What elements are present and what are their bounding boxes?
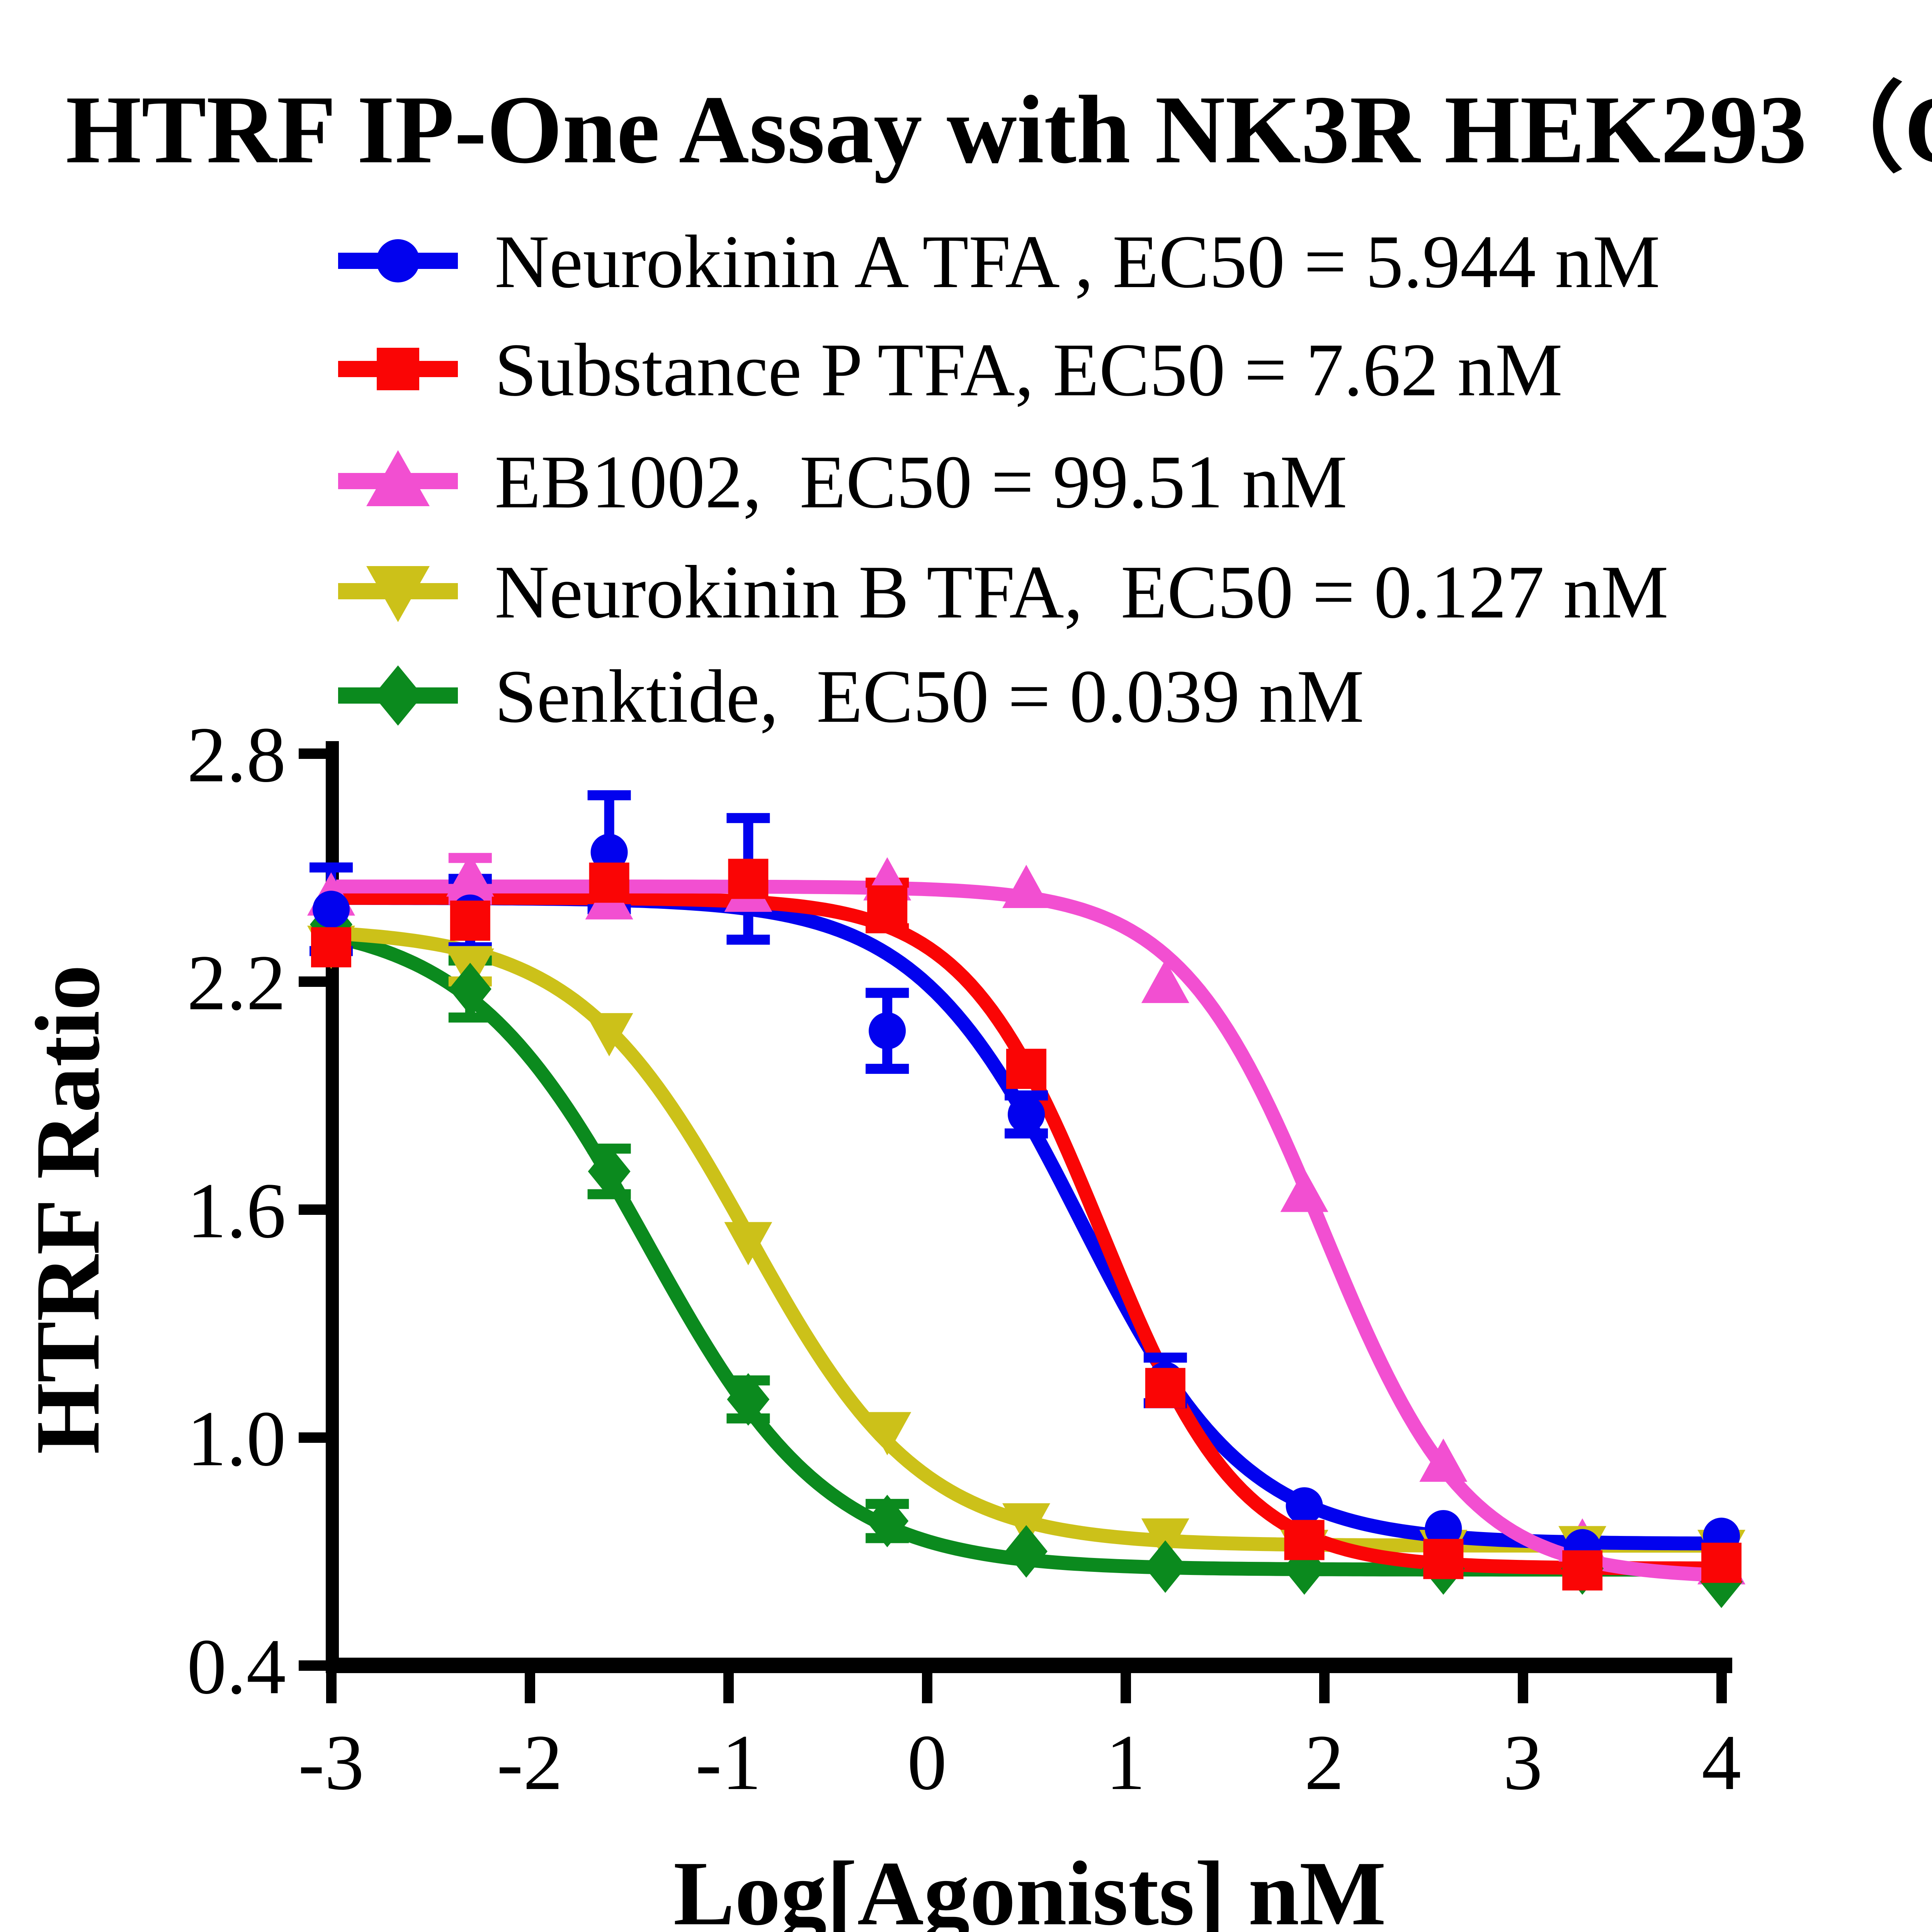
x-axis-line [326,1658,1732,1673]
triangle-down-marker-icon [724,1222,772,1265]
triangle-up-marker-icon [366,450,430,506]
triangle-down-marker-icon [585,1013,633,1056]
diamond-marker-icon [727,1373,770,1426]
triangle-up-marker-icon [1141,959,1189,1003]
fit-curve-neurokinin-b-tfa [324,926,1728,1553]
legend-item-eb1002: EB1002, EC50 = 99.51 nM [338,440,1347,524]
data-markers-layer [307,833,1745,1608]
x-tick [525,1673,535,1703]
x-tick-label-m1: -1 [696,1719,762,1806]
y-axis-title: HTRF Ratio [17,964,119,1454]
x-tick [723,1673,734,1703]
diamond-marker-icon [866,1495,909,1548]
legend-item-neurokinin-b: Neurokinin B TFA, EC50 = 0.127 nM [338,550,1668,634]
x-tick-label-m3: -3 [298,1719,364,1806]
y-tick-label-0-4: 0.4 [187,1623,286,1711]
diamond-marker-icon [449,963,492,1015]
y-tick [299,1432,326,1443]
square-marker-icon [1562,1550,1603,1591]
y-tick-label-2-8: 2.8 [187,711,286,799]
legend-label: Substance P TFA, EC50 = 7.62 nM [495,328,1563,412]
x-tick-label-m2: -2 [497,1719,563,1806]
fit-curve-substance-p-tfa [324,891,1728,1575]
circle-marker-icon [313,891,350,928]
triangle-up-marker-icon [446,853,494,897]
square-marker-icon [1145,1368,1185,1408]
x-tick-label-4: 4 [1702,1719,1742,1806]
circle-marker-icon [1008,1096,1045,1133]
legend-label: EB1002, EC50 = 99.51 nM [495,440,1347,524]
square-marker-icon [589,862,629,903]
legend-item-substance-p: Substance P TFA, EC50 = 7.62 nM [338,328,1563,412]
square-marker-icon [728,859,769,899]
x-tick-label-1: 1 [1106,1719,1146,1806]
x-tick [1716,1673,1727,1703]
circle-marker-icon [1286,1487,1323,1524]
y-tick-label-1-6: 1.6 [187,1167,286,1255]
legend-label: Senktide, EC50 = 0.039 nM [495,655,1364,738]
fit-curve-eb1002 [324,879,1728,1582]
x-tick-label-2: 2 [1304,1719,1344,1806]
x-tick [1319,1673,1330,1703]
fit-curve-neurokinin-a-tfa [324,891,1728,1551]
x-tick-label-0: 0 [907,1719,947,1806]
diamond-marker-icon [1144,1540,1187,1593]
x-axis-title: Log[Agonists] nM [673,1843,1386,1932]
legend-label: Neurokinin B TFA, EC50 = 0.127 nM [495,550,1668,634]
fit-curve-senktide [324,929,1728,1577]
x-axis: -3 -2 -1 0 1 2 3 4 Log[Agonists] nM [298,1658,1742,1932]
legend-label: Neurokinin A TFA , EC50 = 5.944 nM [495,220,1660,304]
circle-marker-icon [376,239,420,282]
square-marker-icon [377,348,419,390]
y-tick [299,748,326,759]
y-tick-label-2-2: 2.2 [187,939,286,1027]
square-marker-icon [450,900,490,941]
circle-marker-icon [590,833,628,871]
triangle-up-marker-icon [1002,865,1050,908]
y-tick [299,1660,326,1671]
circle-marker-icon [1425,1510,1462,1547]
square-marker-icon [1006,1049,1046,1089]
square-marker-icon [1423,1539,1464,1579]
x-tick-label-3: 3 [1503,1719,1543,1806]
triangle-down-marker-icon [1002,1503,1050,1547]
triangle-up-marker-icon [1280,1168,1328,1212]
x-tick [922,1673,932,1703]
square-marker-icon [1284,1520,1325,1560]
triangle-down-marker-icon [863,1412,912,1456]
triangle-down-marker-icon [1141,1518,1189,1562]
triangle-up-marker-icon [1419,1438,1468,1482]
legend-item-neurokinin-a: Neurokinin A TFA , EC50 = 5.944 nM [338,220,1660,304]
y-axis: 2.8 2.2 1.6 1.0 0.4 HTRF Ratio [17,711,339,1711]
x-tick [1518,1673,1528,1703]
y-tick [299,1204,326,1215]
y-tick [299,976,326,987]
x-tick [1121,1673,1131,1703]
legend-item-senktide: Senktide, EC50 = 0.039 nM [338,655,1364,738]
square-marker-icon [1701,1543,1742,1583]
circle-marker-icon [869,1012,906,1049]
square-marker-icon [867,885,908,926]
diamond-marker-icon [588,1145,631,1198]
x-tick [326,1673,337,1703]
fitted-curves-layer [324,879,1728,1582]
y-tick-label-1-0: 1.0 [187,1395,286,1483]
legend: Neurokinin A TFA , EC50 = 5.944 nM Subst… [338,220,1668,738]
diamond-marker-icon [373,665,423,726]
triangle-down-marker-icon [366,566,430,622]
chart-title: HTRF IP-One Assay with NK3R HEK293（C28） [66,75,1932,184]
diamond-marker-icon [1005,1525,1048,1578]
square-marker-icon [311,927,351,968]
